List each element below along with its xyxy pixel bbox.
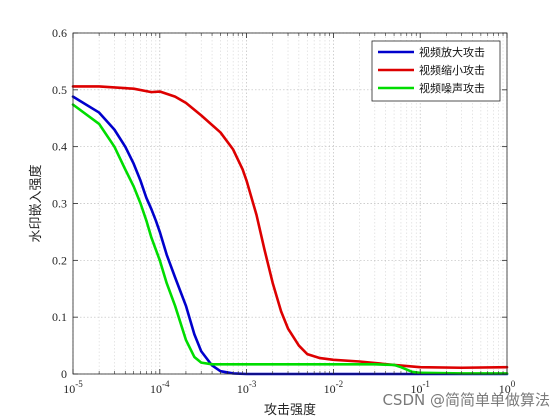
series-line: [71, 103, 509, 375]
x-tick-label: 10-2: [324, 379, 344, 396]
x-tick-label: 10-4: [150, 379, 170, 396]
y-tick-label: 0.4: [52, 140, 67, 154]
legend-label: 视频放大攻击: [419, 45, 485, 59]
x-tick-label: 10-3: [237, 379, 257, 396]
legend-label: 视频噪声攻击: [419, 81, 485, 95]
x-tick-label: 100: [499, 379, 516, 396]
x-axis-label: 攻击强度: [264, 402, 316, 418]
y-tick-label: 0.6: [52, 26, 67, 40]
y-axis-label: 水印嵌入强度: [28, 164, 44, 242]
y-tick-label: 0.3: [52, 197, 67, 211]
y-axis-ticks: 0 0.1 0.2 0.3 0.4 0.5 0.6: [52, 26, 507, 381]
y-tick-label: 0: [61, 367, 67, 381]
y-tick-label: 0.5: [52, 83, 67, 97]
y-tick-label: 0.1: [52, 310, 67, 324]
x-axis-ticks: 10-5 10-4 10-3 10-2 10-1 100: [63, 33, 516, 396]
watermark-text: CSDN @简简单单做算法: [382, 391, 550, 409]
x-tick-label: 10-1: [410, 379, 430, 396]
legend-label: 视频缩小攻击: [419, 63, 485, 77]
y-tick-label: 0.2: [52, 253, 67, 267]
x-tick-label: 10-5: [63, 379, 83, 396]
series-line: [71, 85, 509, 370]
